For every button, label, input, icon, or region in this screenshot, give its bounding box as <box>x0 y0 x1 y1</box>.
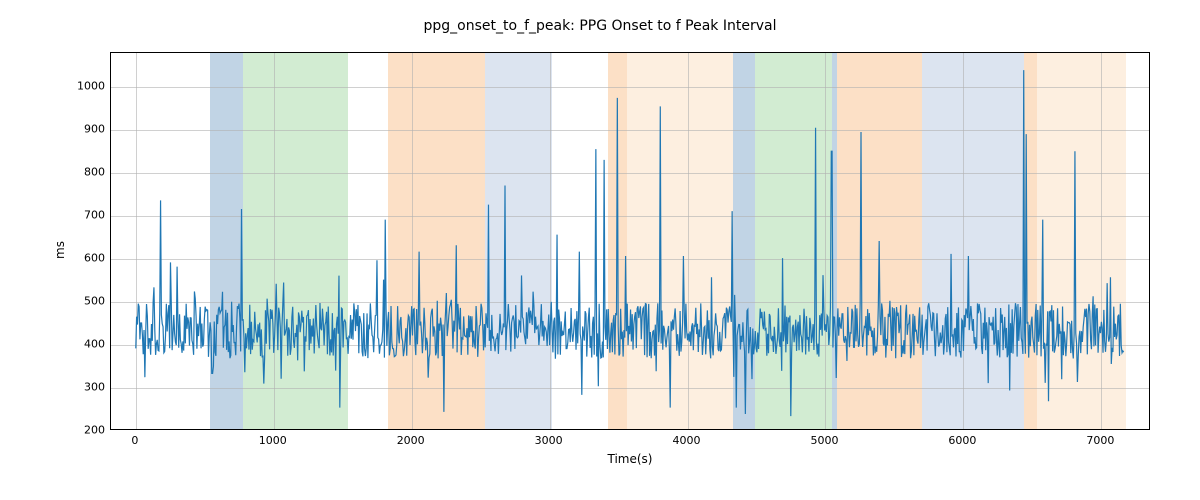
figure: ppg_onset_to_f_peak: PPG Onset to f Peak… <box>0 0 1200 500</box>
x-axis-label: Time(s) <box>110 452 1150 466</box>
x-tick-label: 3000 <box>535 434 563 447</box>
x-tick-label: 2000 <box>397 434 425 447</box>
chart-title: ppg_onset_to_f_peak: PPG Onset to f Peak… <box>0 18 1200 34</box>
y-tick-label: 600 <box>65 252 105 265</box>
y-tick-label: 200 <box>65 424 105 437</box>
x-tick-label: 7000 <box>1086 434 1114 447</box>
y-tick-label: 700 <box>65 209 105 222</box>
x-tick-label: 5000 <box>810 434 838 447</box>
y-tick-label: 300 <box>65 381 105 394</box>
x-tick-label: 1000 <box>259 434 287 447</box>
x-tick-label: 6000 <box>948 434 976 447</box>
y-tick-label: 400 <box>65 338 105 351</box>
y-tick-label: 1000 <box>65 80 105 93</box>
plot-area <box>110 52 1150 430</box>
x-tick-label: 4000 <box>673 434 701 447</box>
y-tick-label: 900 <box>65 123 105 136</box>
x-tick-label: 0 <box>131 434 138 447</box>
y-tick-label: 800 <box>65 166 105 179</box>
y-tick-label: 500 <box>65 295 105 308</box>
signal-line <box>111 53 1149 429</box>
